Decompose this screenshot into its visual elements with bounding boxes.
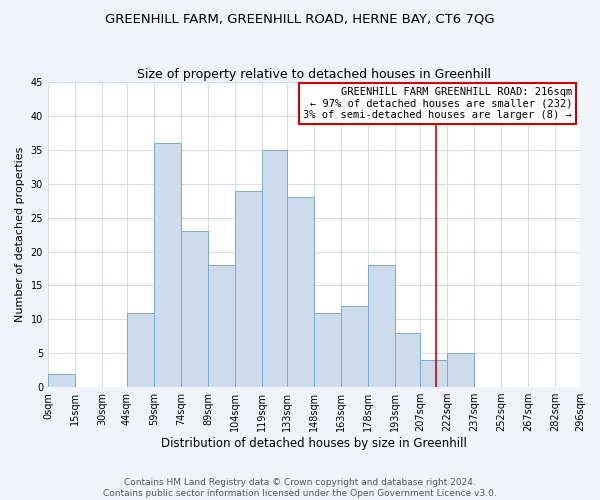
Bar [235,190,262,387]
Bar [287,198,314,387]
Bar [368,265,395,387]
Bar [127,312,154,387]
Text: Contains HM Land Registry data © Crown copyright and database right 2024.
Contai: Contains HM Land Registry data © Crown c… [103,478,497,498]
Bar [48,374,75,387]
Title: Size of property relative to detached houses in Greenhill: Size of property relative to detached ho… [137,68,491,81]
Text: GREENHILL FARM GREENHILL ROAD: 216sqm
← 97% of detached houses are smaller (232): GREENHILL FARM GREENHILL ROAD: 216sqm ← … [303,86,572,120]
X-axis label: Distribution of detached houses by size in Greenhill: Distribution of detached houses by size … [161,437,467,450]
Bar [420,360,447,387]
Y-axis label: Number of detached properties: Number of detached properties [15,147,25,322]
Bar [447,353,474,387]
Bar [395,333,420,387]
Text: GREENHILL FARM, GREENHILL ROAD, HERNE BAY, CT6 7QG: GREENHILL FARM, GREENHILL ROAD, HERNE BA… [105,12,495,26]
Bar [181,231,208,387]
Bar [208,265,235,387]
Bar [154,143,181,387]
Bar [262,150,287,387]
Bar [314,312,341,387]
Bar [341,306,368,387]
